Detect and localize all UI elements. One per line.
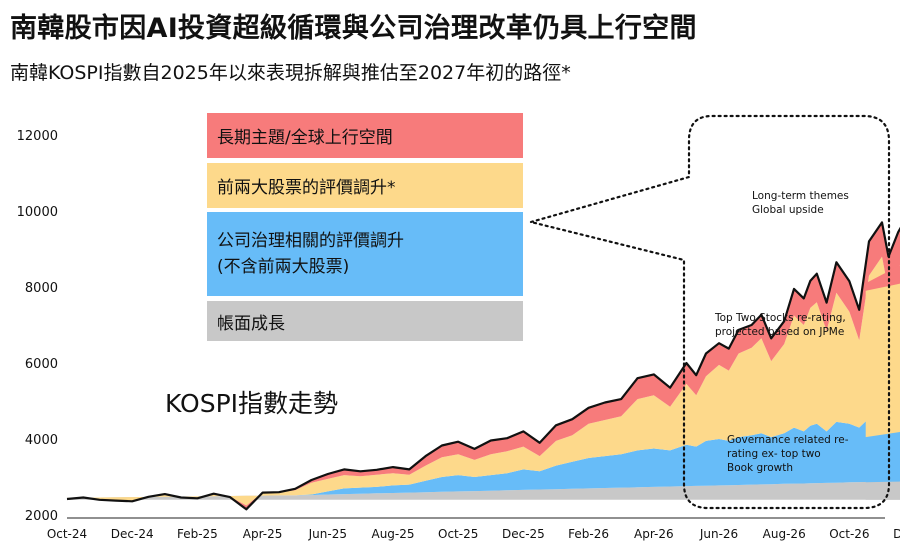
historical-top-two-area bbox=[67, 256, 900, 506]
x-tick-label: Aug-26 bbox=[763, 527, 806, 541]
historical-governance-area bbox=[67, 418, 900, 498]
y-tick-label: 2000 bbox=[25, 509, 58, 524]
x-tick-label: Dec-26 bbox=[893, 527, 900, 541]
note-top-two-rerating: Top Two Stocks re-rating, projected base… bbox=[715, 312, 846, 338]
legend-governance-rerating: 公司治理相關的評價調升 (不含前兩大股票) bbox=[207, 212, 523, 296]
legend-label: 前兩大股票的評價調升* bbox=[217, 178, 396, 198]
y-tick-label: 12000 bbox=[17, 129, 58, 144]
projection-governance-area bbox=[865, 431, 900, 483]
x-tick-label: Oct-26 bbox=[829, 527, 869, 541]
x-tick-label: Feb-26 bbox=[568, 527, 609, 541]
x-tick-label: Jun-26 bbox=[699, 527, 738, 541]
y-tick-label: 6000 bbox=[25, 357, 58, 372]
note-long-term-themes: Long-term themes Global upside bbox=[752, 190, 849, 216]
x-tick-label: Jun-25 bbox=[308, 527, 347, 541]
legend-top-two-rerating: 前兩大股票的評價調升* bbox=[207, 163, 523, 208]
legend-long-term-themes: 長期主題/全球上行空間 bbox=[207, 113, 523, 158]
projection-top-two-area bbox=[865, 283, 900, 438]
historical-book-area bbox=[67, 481, 900, 500]
x-tick-label: Apr-26 bbox=[634, 527, 674, 541]
chart-title: 南韓股市因AI投資超級循環與公司治理改革仍具上行空間 bbox=[10, 13, 697, 44]
x-tick-label: Aug-25 bbox=[371, 527, 414, 541]
projection-callout-outline bbox=[526, 114, 891, 510]
legend-book-growth: 帳面成長 bbox=[207, 301, 523, 341]
x-tick-label: Dec-25 bbox=[502, 527, 545, 541]
x-tick-label: Oct-24 bbox=[47, 527, 87, 541]
y-tick-label: 4000 bbox=[25, 433, 58, 448]
historical-long-term-area bbox=[67, 222, 900, 510]
x-tick-label: Oct-25 bbox=[438, 527, 478, 541]
x-tick-label: Feb-25 bbox=[177, 527, 218, 541]
legend-label: 長期主題/全球上行空間 bbox=[217, 128, 393, 148]
chart-subtitle: 南韓KOSPI指數自2025年以來表現拆解與推估至2027年初的路徑* bbox=[10, 62, 571, 84]
x-tick-label: Dec-24 bbox=[111, 527, 154, 541]
note-governance-book: Governance related re- rating ex- top tw… bbox=[727, 434, 849, 474]
y-tick-label: 10000 bbox=[17, 205, 58, 220]
kospi-series-label: KOSPI指數走勢 bbox=[165, 389, 339, 418]
legend-label: 帳面成長 bbox=[217, 313, 285, 334]
y-tick-label: 8000 bbox=[25, 281, 58, 296]
kospi-line bbox=[66, 221, 900, 511]
projection-book-area bbox=[865, 481, 900, 500]
projection-long-term-area bbox=[865, 265, 900, 291]
x-tick-label: Apr-25 bbox=[243, 527, 283, 541]
legend-label: 公司治理相關的評價調升 (不含前兩大股票) bbox=[217, 231, 404, 277]
